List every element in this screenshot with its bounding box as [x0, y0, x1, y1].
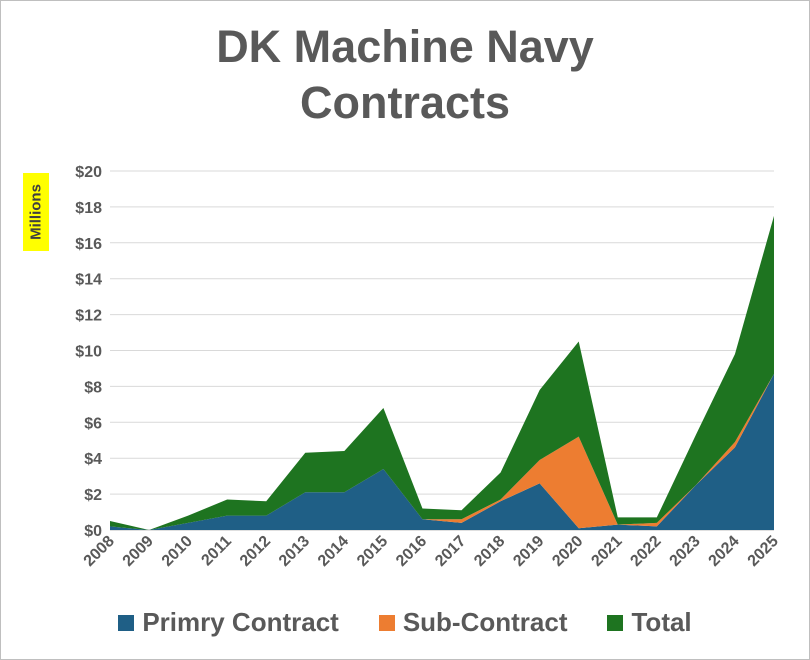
y-axis-ticks: $0 $2 $4 $6 $8 $10 $12 $14 $16 $18 $20	[75, 164, 102, 540]
area-series-1	[110, 373, 774, 530]
y-tick-label: $14	[75, 272, 102, 289]
x-tick-label: 2010	[159, 533, 196, 570]
area-series	[110, 215, 774, 530]
y-tick-label: $18	[75, 200, 102, 217]
x-tick-label: 2018	[471, 533, 508, 570]
x-tick-label: 2022	[627, 533, 664, 570]
y-tick-label: $8	[84, 379, 102, 396]
legend: Primry Contract Sub-Contract Total	[1, 607, 809, 638]
x-tick-label: 2012	[237, 533, 274, 570]
x-axis-ticks: 2008 2009 2010 2011 2012 2013 2014 2015 2016 2017…	[81, 533, 782, 570]
legend-item: Primry Contract	[118, 607, 339, 638]
x-tick-label: 2009	[120, 533, 157, 570]
y-tick-label: $10	[75, 344, 102, 361]
x-tick-label: 2016	[393, 533, 430, 570]
legend-label: Primry Contract	[142, 607, 339, 637]
gridlines	[110, 170, 774, 531]
area-series-0	[110, 373, 774, 530]
x-tick-label: 2020	[549, 533, 586, 570]
x-tick-label: 2023	[667, 533, 704, 570]
legend-swatch	[118, 614, 135, 631]
y-axis-unit-label: Millions	[23, 173, 49, 251]
chart-title: DK Machine Navy Contracts	[1, 19, 809, 131]
legend-label: Total	[631, 607, 692, 637]
chart-title-line-1: DK Machine Navy	[216, 21, 594, 72]
y-tick-label: $2	[84, 487, 102, 504]
area-series-2	[110, 215, 774, 530]
x-tick-label: 2024	[706, 533, 743, 570]
area-chart: $0 $2 $4 $6 $8 $10 $12 $14 $16 $18 $20 2008 2009 201…	[75, 164, 782, 570]
x-tick-label: 2014	[315, 533, 352, 570]
x-tick-label: 2019	[510, 533, 547, 570]
legend-item: Sub-Contract	[378, 607, 568, 638]
x-tick-label: 2017	[432, 533, 469, 570]
x-tick-label: 2011	[198, 533, 235, 570]
x-tick-label: 2025	[745, 533, 782, 570]
legend-swatch	[378, 614, 395, 631]
legend-label: Sub-Contract	[402, 607, 568, 637]
x-tick-label: 2013	[276, 533, 313, 570]
y-tick-label: $16	[75, 236, 102, 253]
y-tick-label: $4	[84, 451, 102, 468]
y-tick-label: $20	[75, 164, 102, 181]
y-tick-label: $12	[75, 308, 102, 325]
y-tick-label: $6	[84, 415, 102, 432]
legend-swatch	[607, 614, 624, 631]
x-tick-label: 2021	[588, 533, 625, 570]
chart-title-line-2: Contracts	[299, 77, 511, 128]
y-tick-label: $0	[84, 523, 102, 540]
legend-item: Total	[607, 607, 692, 638]
x-tick-label: 2015	[354, 533, 391, 570]
